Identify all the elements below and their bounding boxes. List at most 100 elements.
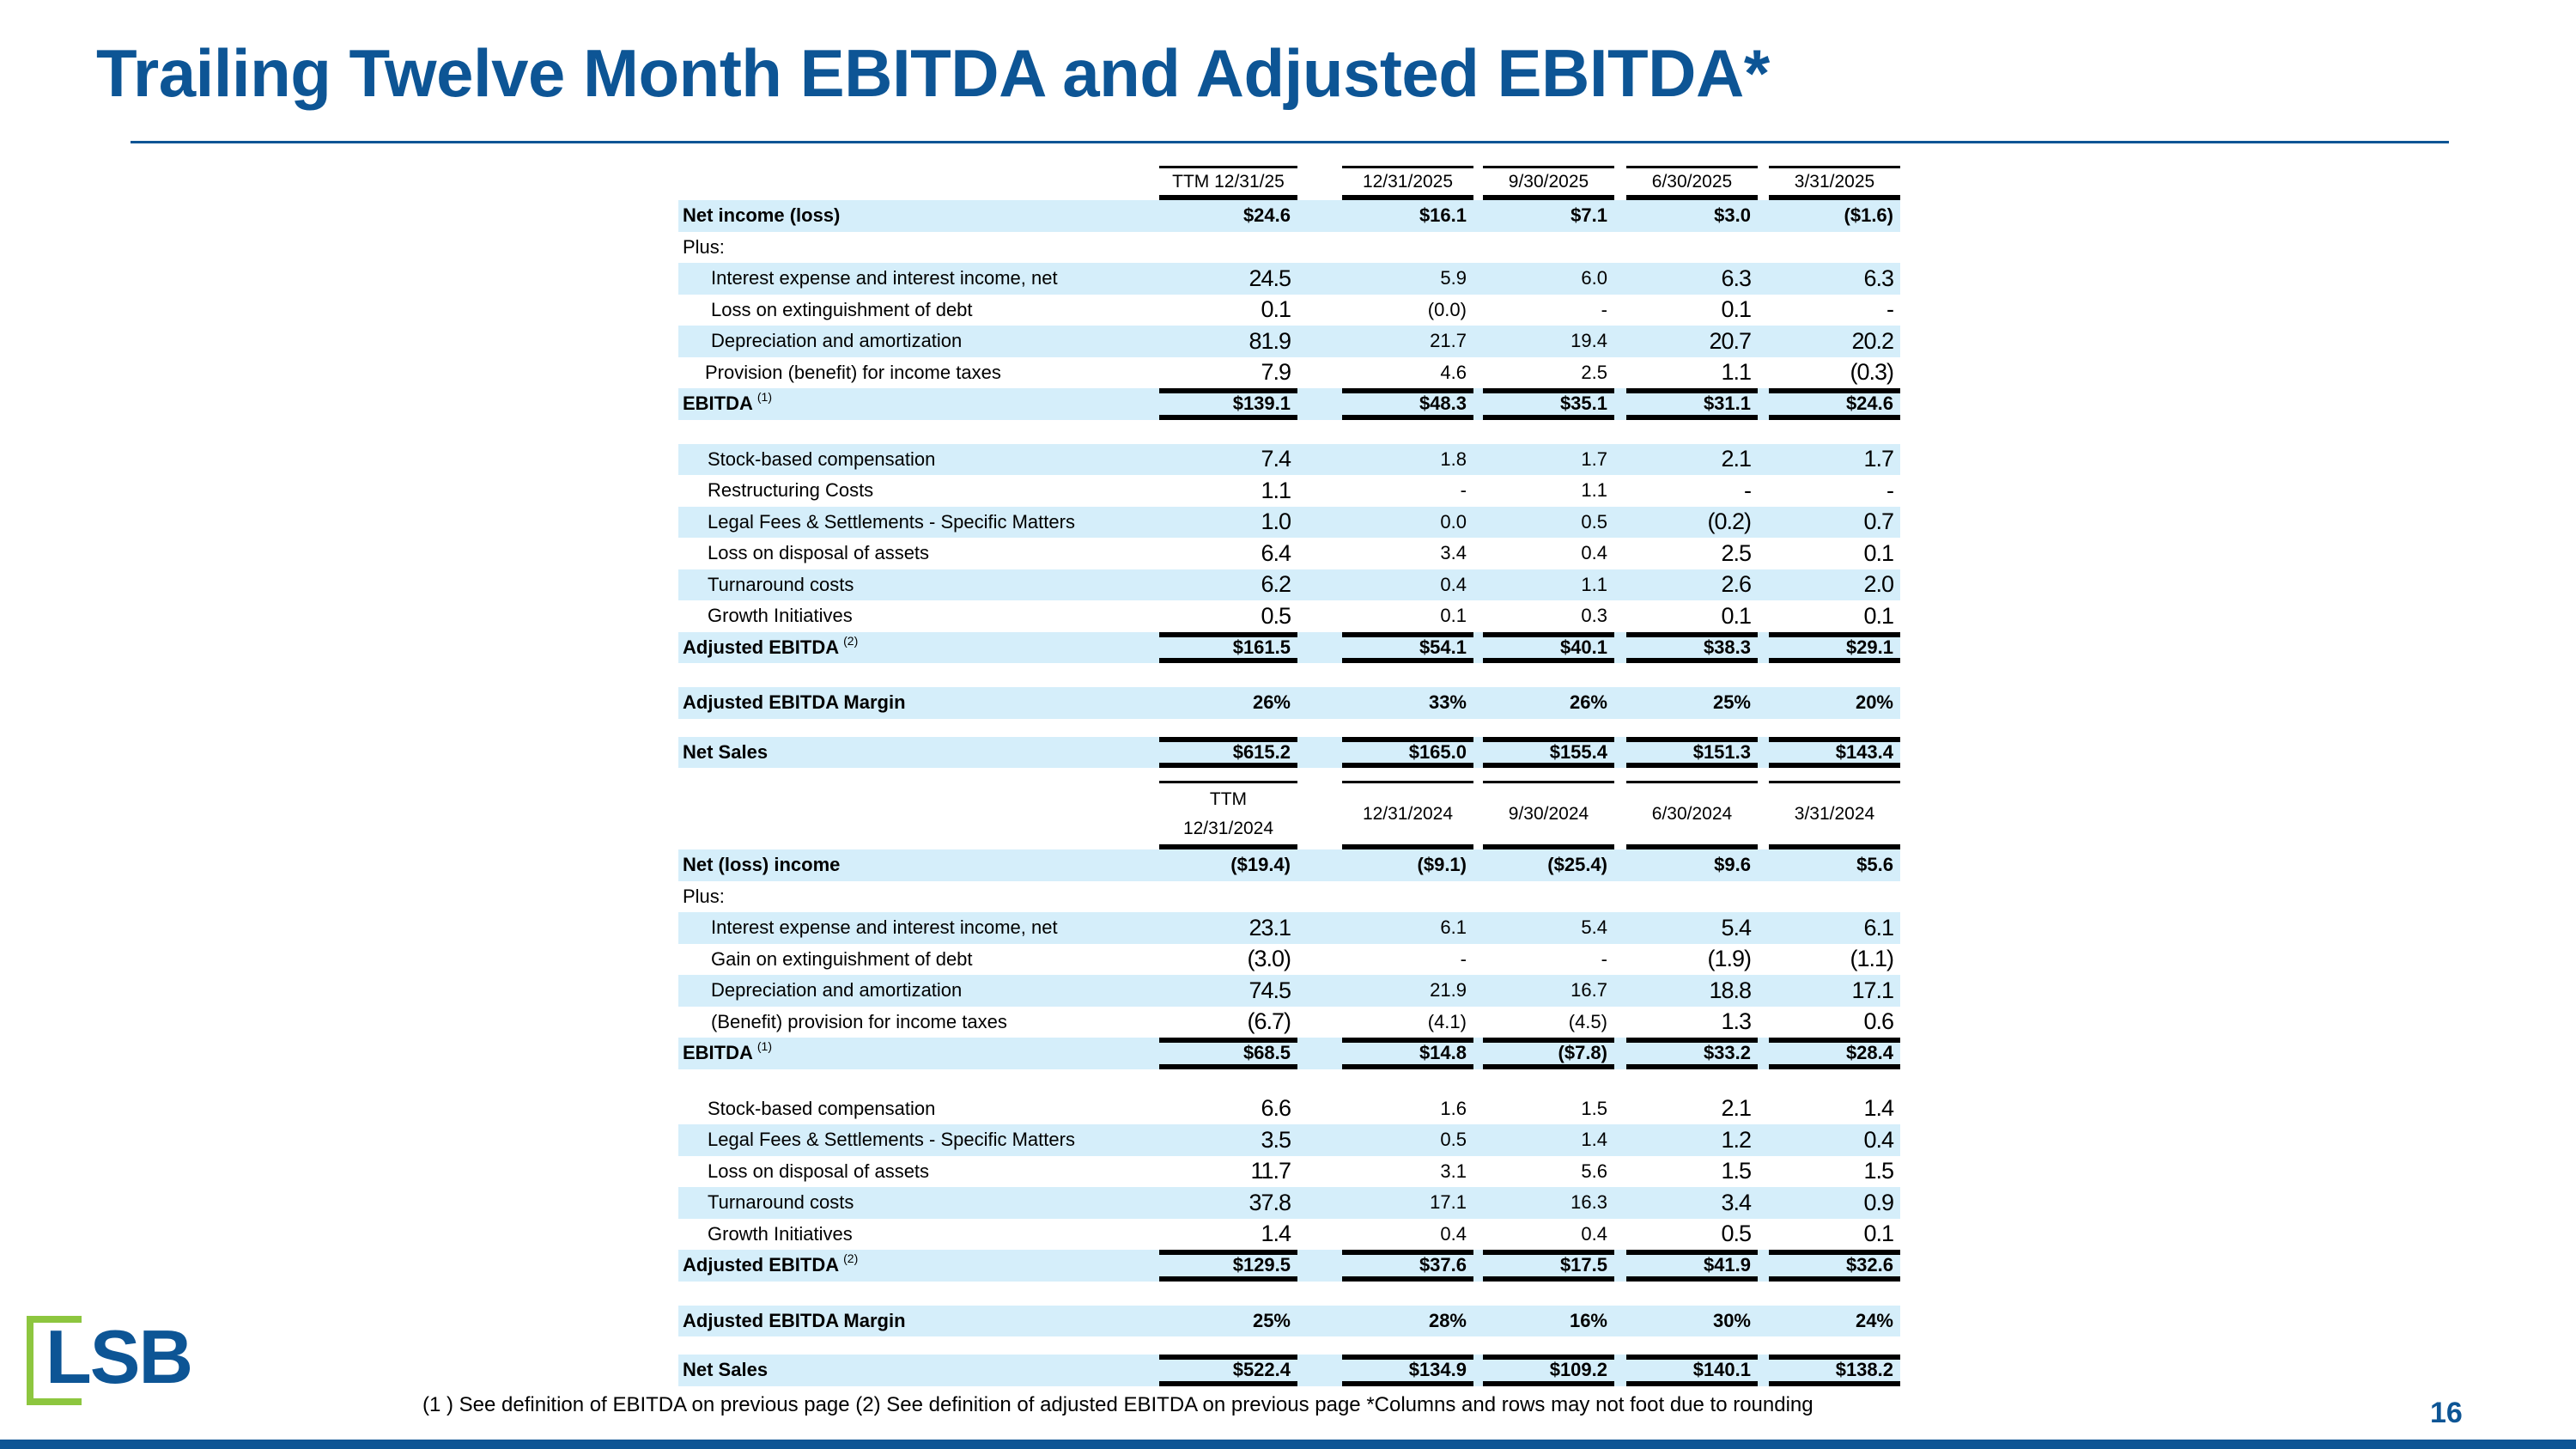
group-gap <box>678 663 1900 687</box>
value-cell: $24.6 <box>1769 388 1900 420</box>
row-label: (Benefit) provision for income taxes <box>711 1007 1007 1038</box>
value-cell: $35.1 <box>1483 388 1614 420</box>
value-cell: 16.7 <box>1483 975 1614 1007</box>
cell-value: 1.1 <box>1261 477 1291 503</box>
value-cell: (0.3) <box>1769 357 1900 389</box>
cell-value: 3.1 <box>1440 1160 1467 1182</box>
value-cell: 1.4 <box>1159 1219 1297 1251</box>
cell-value: 1.2 <box>1721 1126 1752 1153</box>
value-cell: $48.3 <box>1342 388 1473 420</box>
cell-value: $3.0 <box>1714 204 1751 227</box>
value-cell: 25% <box>1626 687 1758 719</box>
value-cell: 0.7 <box>1769 507 1900 539</box>
value-cell: 2.0 <box>1769 569 1900 601</box>
cell-value: $615.2 <box>1232 740 1291 763</box>
value-cell: 4.6 <box>1342 357 1473 389</box>
cell-value: - <box>1460 479 1467 502</box>
cell-value: 6.2 <box>1261 571 1291 598</box>
cell-value: (1.9) <box>1707 946 1752 972</box>
row-label: Growth Initiatives <box>708 600 853 632</box>
cell-value: $155.4 <box>1549 740 1607 763</box>
table-row: Interest expense and interest income, ne… <box>678 912 1900 944</box>
cell-value: - <box>1886 477 1894 503</box>
column-header: 9/30/2024 <box>1483 781 1614 849</box>
column-header-row: TTM 12/31/25 12/31/2025 9/30/2025 6/30/2025… <box>678 166 1900 200</box>
row-label-text: Adjusted EBITDA <box>683 636 840 658</box>
value-cell: 18.8 <box>1626 975 1758 1007</box>
table-row: Adjusted EBITDA Margin 25% 28% 16% 30% 24% <box>678 1305 1900 1337</box>
footnote-ref: (1) <box>756 1039 773 1053</box>
value-cell: 0.5 <box>1626 1219 1758 1251</box>
value-cell: 81.9 <box>1159 326 1297 357</box>
value-cell: ($7.8) <box>1483 1038 1614 1069</box>
row-label-text: EBITDA <box>683 1042 753 1064</box>
logo-green-bar <box>27 1316 80 1323</box>
value-cell: (6.7) <box>1159 1007 1297 1038</box>
column-header-label: 9/30/2024 <box>1508 803 1589 824</box>
cell-value: (4.5) <box>1568 1010 1607 1032</box>
value-cell: 0.4 <box>1342 569 1473 601</box>
row-label: Plus: <box>683 232 725 264</box>
row-label-text: Adjusted EBITDA Margin <box>683 1309 906 1331</box>
cell-value: $48.3 <box>1419 393 1467 415</box>
table-row: Net income (loss) $24.6 $16.1 $7.1 $3.0 ($1.6… <box>678 200 1900 232</box>
cell-value: 1.4 <box>1581 1129 1607 1151</box>
cell-value: $38.3 <box>1703 636 1751 658</box>
value-cell: 16% <box>1483 1306 1614 1337</box>
row-label-text: Adjusted EBITDA Margin <box>683 691 906 714</box>
value-cell: $24.6 <box>1159 200 1297 232</box>
row-label: Depreciation and amortization <box>711 326 962 357</box>
cell-value: $139.1 <box>1232 393 1291 415</box>
value-cell: (4.5) <box>1483 1007 1614 1038</box>
value-cell: $143.4 <box>1769 736 1900 768</box>
value-cell: $9.6 <box>1626 849 1758 881</box>
cell-value: 33% <box>1428 691 1467 714</box>
cell-value: 24% <box>1855 1309 1893 1331</box>
column-header-label: 6/30/2025 <box>1651 171 1733 192</box>
value-cell: 0.1 <box>1626 600 1758 632</box>
cell-value: $40.1 <box>1559 636 1607 658</box>
cell-value: 2.1 <box>1721 446 1752 472</box>
value-cell: 6.1 <box>1769 912 1900 944</box>
value-cell: 1.3 <box>1626 1007 1758 1038</box>
row-label-text: Interest expense and interest income, ne… <box>711 916 1058 939</box>
row-label-text: (Benefit) provision for income taxes <box>711 1010 1007 1032</box>
cell-value: $151.3 <box>1692 740 1751 763</box>
row-label: Stock-based compensation <box>708 444 935 476</box>
value-cell: 20.2 <box>1769 326 1900 357</box>
cell-value: ($25.4) <box>1547 854 1607 876</box>
footnote-ref: (1) <box>756 390 773 404</box>
cell-value: 0.5 <box>1440 1129 1467 1151</box>
value-cell: ($1.6) <box>1769 200 1900 232</box>
value-cell: 1.5 <box>1626 1156 1758 1188</box>
value-cell: $28.4 <box>1769 1038 1900 1069</box>
value-cell: 5.9 <box>1342 263 1473 295</box>
row-label: Net Sales <box>683 1355 768 1386</box>
cell-value: 4.6 <box>1440 361 1467 383</box>
value-cell: (0.2) <box>1626 507 1758 539</box>
lsb-logo: LSB <box>25 1314 231 1405</box>
value-cell: 1.6 <box>1342 1093 1473 1125</box>
row-label: Loss on disposal of assets <box>708 538 929 569</box>
bottom-brand-bar <box>0 1440 2576 1449</box>
row-label: Net Sales <box>683 737 768 769</box>
cell-value: (0.2) <box>1707 508 1752 535</box>
value-cell: $155.4 <box>1483 736 1614 768</box>
value-cell: 1.1 <box>1626 357 1758 389</box>
value-cell: 26% <box>1483 687 1614 719</box>
column-header-label: 9/30/2025 <box>1508 171 1589 192</box>
cell-value: 16% <box>1569 1309 1607 1331</box>
cell-value: 0.6 <box>1863 1008 1894 1035</box>
total-row: Net Sales $615.2 $165.0 $155.4 $151.3 $143.4 <box>678 736 1900 769</box>
value-cell: 19.4 <box>1483 326 1614 357</box>
cell-value: (0.0) <box>1427 298 1467 320</box>
row-label: Adjusted EBITDA (2) <box>683 1250 858 1282</box>
cell-value: $37.6 <box>1419 1254 1467 1276</box>
cell-value: 0.1 <box>1863 539 1894 566</box>
row-label-text: Net income (loss) <box>683 204 841 227</box>
table-row: Plus: <box>678 881 1900 913</box>
title-divider <box>131 141 2449 143</box>
value-cell: 0.5 <box>1159 600 1297 632</box>
value-cell: $33.2 <box>1626 1038 1758 1069</box>
cell-value: 20.7 <box>1709 327 1752 354</box>
